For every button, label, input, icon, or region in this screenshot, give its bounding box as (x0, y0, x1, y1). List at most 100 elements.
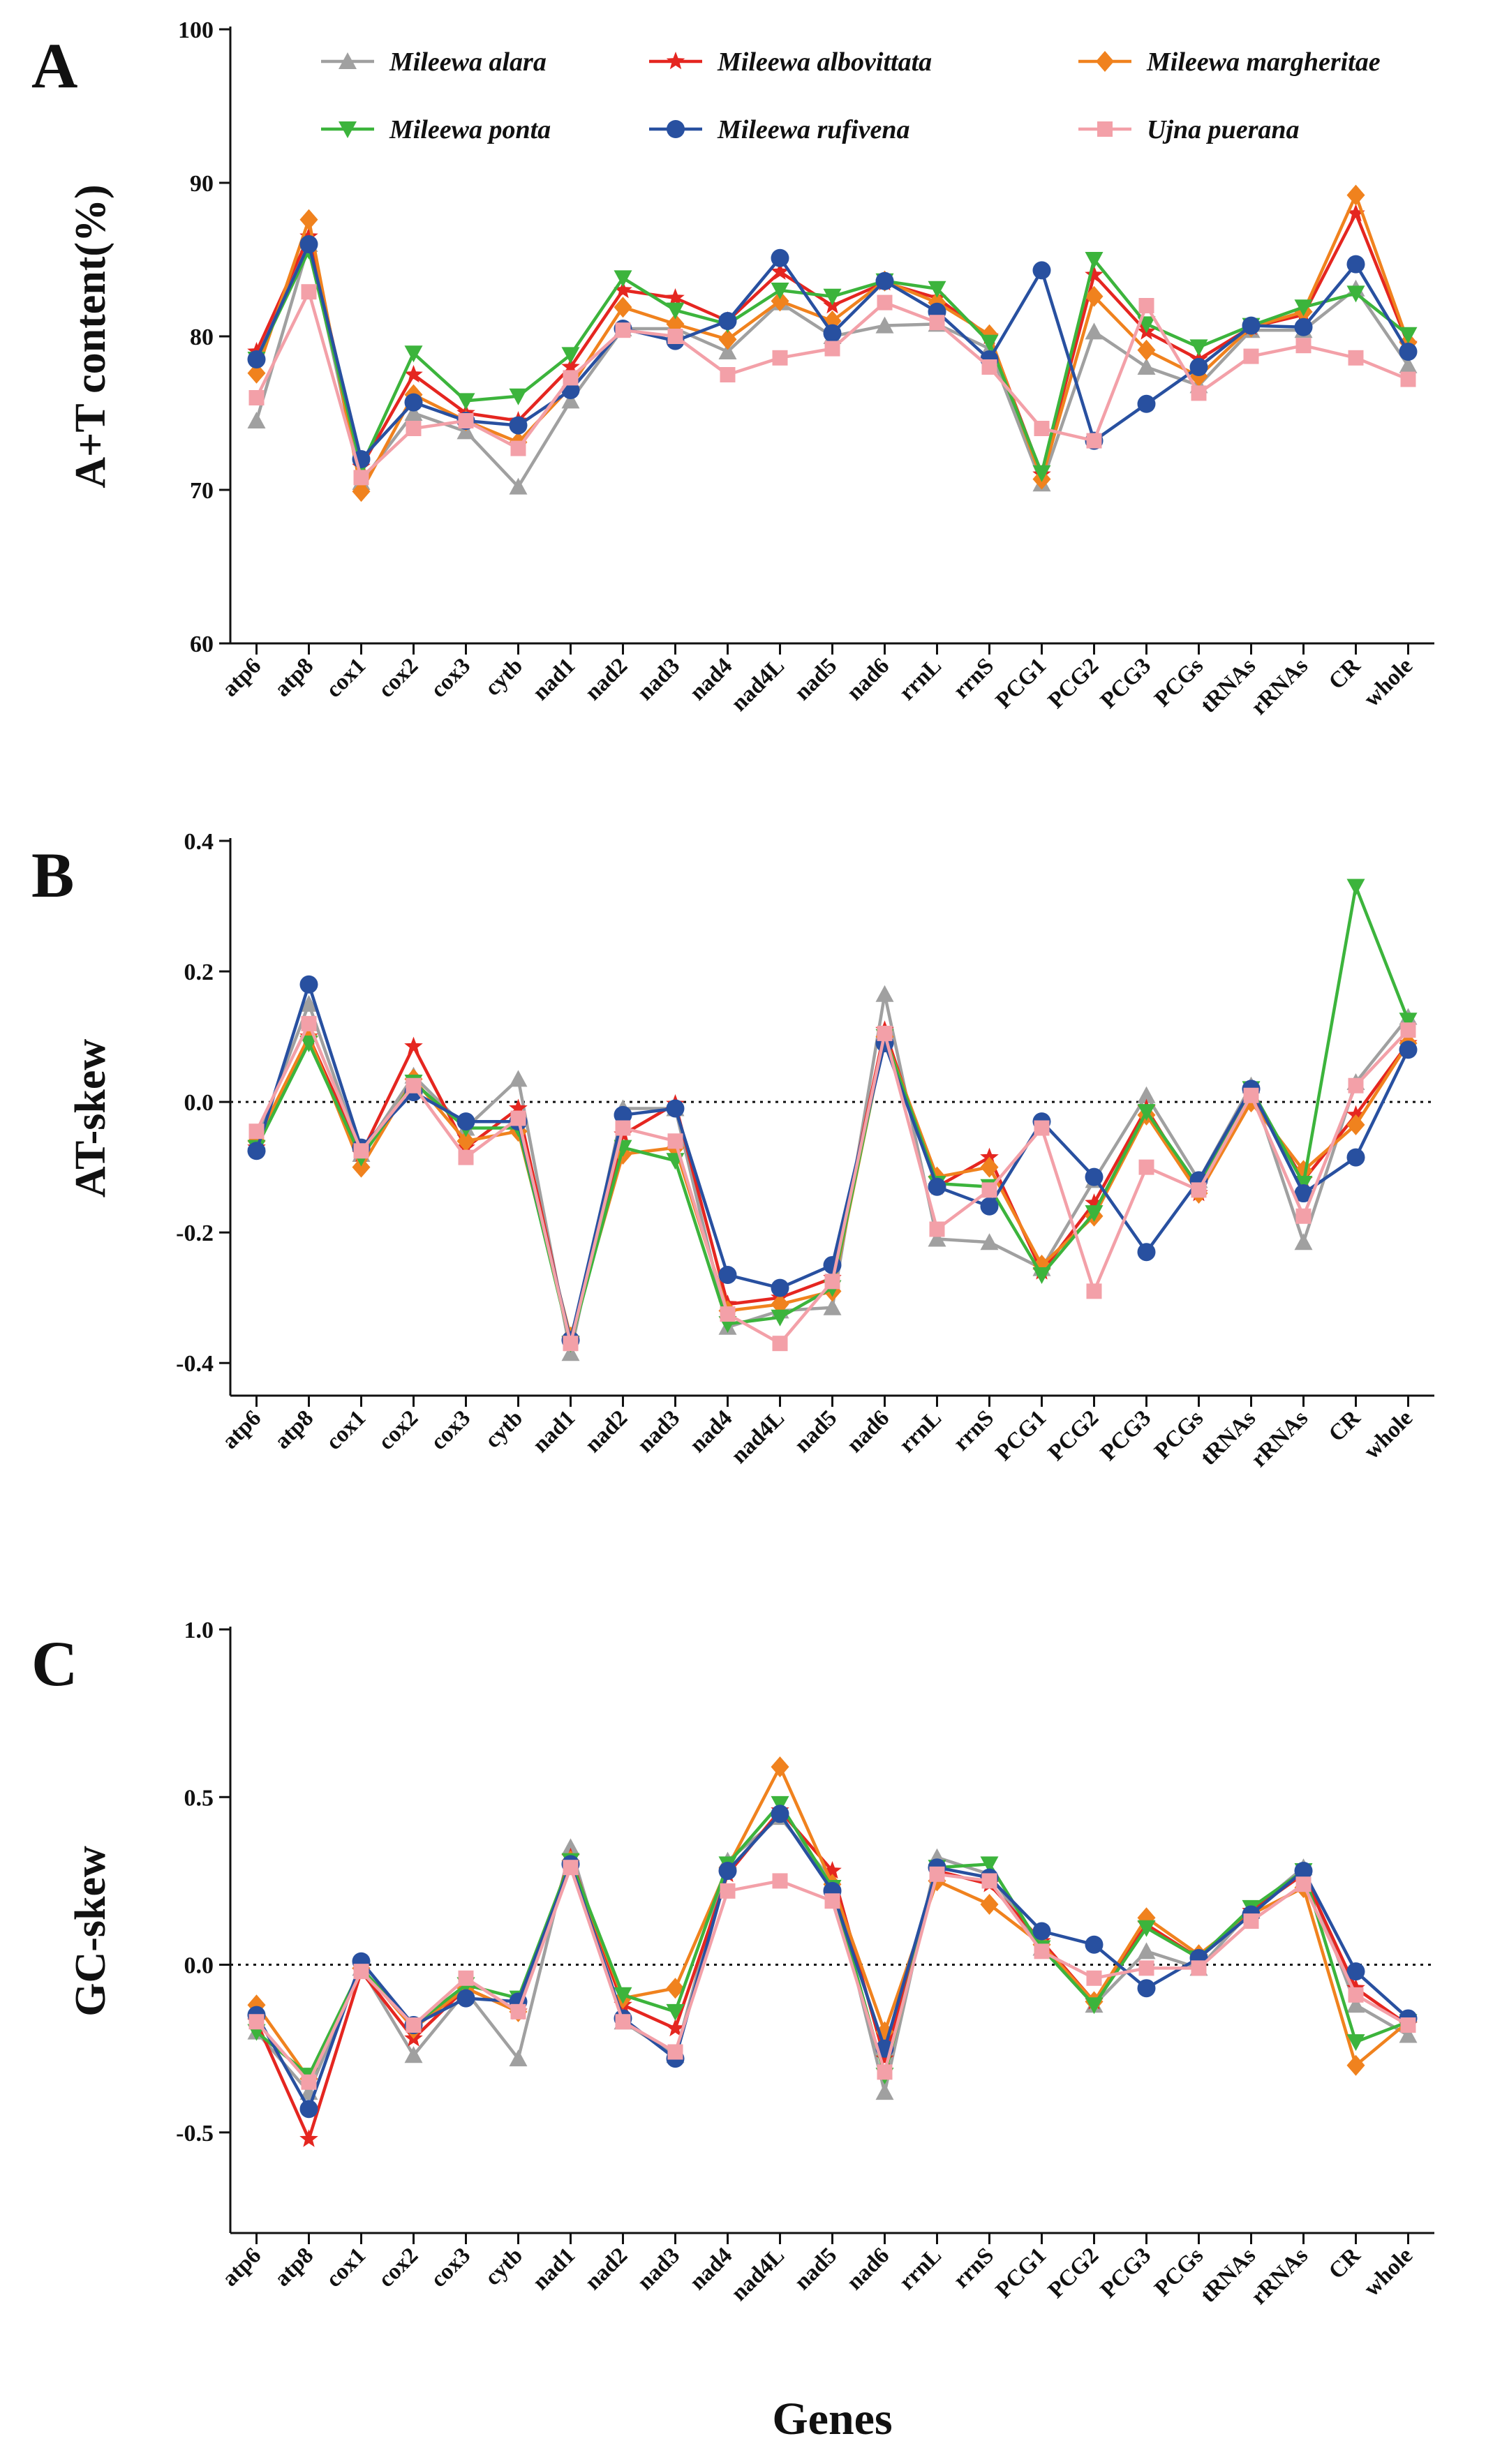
data-point (1191, 1182, 1207, 1198)
x-tick-label: cox3 (426, 1405, 475, 1455)
data-point (875, 2049, 894, 2067)
data-point (509, 388, 528, 405)
y-tick-label: 0.2 (184, 960, 214, 985)
data-point (1085, 1193, 1104, 1211)
x-tick-label: cox1 (321, 2243, 371, 2292)
data-point (1294, 1176, 1313, 1193)
data-point (1348, 1077, 1364, 1093)
data-point (1294, 318, 1313, 336)
data-point (1085, 1997, 1104, 2015)
x-tick-label: cytb (480, 1405, 528, 1453)
panel-c: C GC-skew -0.5 0.0 0.5 1.0 atp6 atp8 cox1 cox2 cox… (31, 1618, 1434, 2310)
x-tick-label: PCG1 (991, 2243, 1051, 2303)
series-mileewa-rufivena (247, 1805, 1418, 2119)
data-point (718, 329, 737, 350)
data-point (456, 393, 475, 410)
legend-marker (339, 52, 357, 69)
data-point (875, 2083, 894, 2100)
data-point (615, 322, 631, 338)
data-point (561, 357, 580, 375)
x-tick-label: nad3 (632, 1405, 685, 1458)
data-point (299, 235, 318, 253)
data-point (1346, 204, 1365, 222)
data-point (301, 2074, 317, 2090)
legend-item: Ujna puerana (1078, 115, 1300, 144)
x-tick-label: atp8 (270, 653, 319, 702)
series-mileewa-ponta (247, 1795, 1418, 2085)
data-point (247, 362, 266, 384)
data-point (823, 1861, 842, 1879)
x-tick-label: nad4L (727, 653, 789, 716)
data-point (563, 370, 579, 386)
data-point (1346, 1996, 1365, 2013)
x-tick-label: nad4L (727, 1405, 789, 1468)
x-tick-label: PCG3 (1096, 653, 1156, 713)
data-point (980, 1233, 999, 1250)
data-point (1086, 1283, 1102, 1299)
data-point (1294, 1233, 1313, 1250)
y-tick-label: 0.0 (184, 1953, 214, 1979)
series-mileewa-alara (247, 985, 1418, 1361)
x-tick-label: PCG3 (1096, 1405, 1156, 1465)
data-point (1399, 356, 1418, 373)
x-tick-label: PCG2 (1043, 2243, 1104, 2303)
x-tick-label: cytb (480, 2243, 528, 2290)
data-point (772, 350, 788, 366)
x-tick-label: nad6 (842, 2243, 894, 2295)
series-line (255, 248, 1409, 475)
series-mileewa-albovittata (247, 1800, 1418, 2147)
x-tick-label: cox3 (426, 2243, 475, 2292)
data-point (1138, 1960, 1154, 1976)
data-point (614, 281, 632, 299)
data-point (509, 1098, 528, 1117)
series-mileewa-rufivena (247, 975, 1418, 1350)
data-point (614, 270, 632, 288)
data-point (509, 2049, 528, 2067)
data-point (1295, 338, 1312, 354)
data-point (666, 1978, 685, 1999)
legend-item: Mileewa margheritae (1078, 47, 1381, 77)
x-tick-label: cox1 (321, 653, 371, 703)
data-point (404, 345, 423, 363)
data-point (928, 1230, 946, 1247)
data-point (561, 1838, 580, 1856)
series-ujna-puerana (248, 1860, 1416, 2090)
x-tick-label: CR (1324, 652, 1366, 694)
data-point (1346, 184, 1365, 206)
data-point (980, 334, 999, 352)
data-point (1348, 350, 1364, 366)
x-tick-label: PCG3 (1096, 2243, 1156, 2303)
data-point (823, 288, 842, 306)
data-point (1086, 433, 1102, 449)
data-point (1032, 465, 1051, 482)
data-point (1399, 1040, 1418, 1059)
data-point (929, 315, 945, 331)
data-point (1034, 421, 1050, 436)
x-tick-label: CR (1324, 1405, 1366, 1447)
x-tick-label: rRNAs (1247, 1405, 1314, 1472)
data-point (1085, 252, 1104, 269)
x-tick-label: cox1 (321, 1405, 371, 1455)
data-point (563, 1336, 579, 1352)
data-point (666, 288, 685, 306)
data-point (771, 262, 789, 280)
data-point (301, 1015, 317, 1031)
legend-label: Mileewa margheritae (1146, 47, 1381, 77)
data-point (666, 302, 685, 320)
data-point (1137, 1942, 1156, 1959)
data-point (877, 294, 893, 311)
data-point (456, 1112, 475, 1131)
data-point (720, 1883, 736, 1899)
data-point (980, 1147, 999, 1165)
x-tick-label: whole (1359, 2243, 1418, 2301)
x-tick-label: nad1 (528, 653, 580, 705)
data-point (981, 1182, 997, 1198)
data-point (1346, 1148, 1365, 1167)
x-tick-label: nad6 (842, 1405, 894, 1458)
data-point (1137, 1979, 1156, 1998)
data-point (561, 391, 580, 409)
y-tick-label: 0.4 (184, 829, 214, 855)
data-point (1034, 1120, 1050, 1136)
data-point (875, 271, 894, 290)
data-point (563, 1860, 579, 1876)
